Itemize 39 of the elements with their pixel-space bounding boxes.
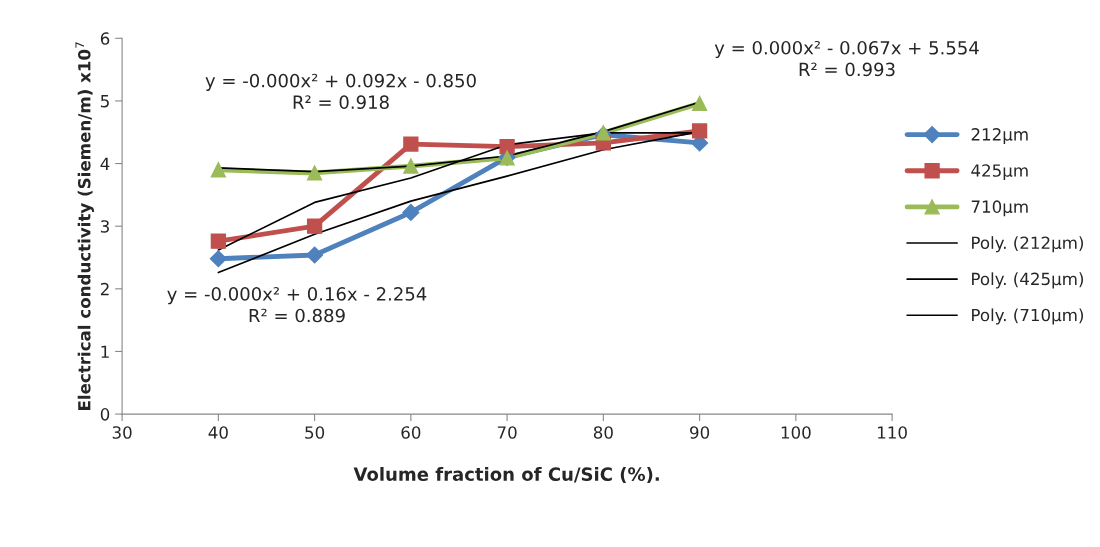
y-tick-label: 4	[100, 157, 110, 170]
annotation: y = -0.000x² + 0.16x - 2.254 R² = 0.889	[167, 287, 427, 323]
x-tick-label: 50	[305, 426, 325, 439]
x-tick-label: 100	[781, 426, 811, 439]
legend-label: Poly. (425µm)	[972, 272, 1084, 289]
point	[691, 123, 708, 139]
legend-label: Poly. (212µm)	[972, 236, 1084, 253]
point	[403, 136, 419, 152]
point	[403, 158, 419, 174]
point	[209, 250, 227, 268]
point	[499, 139, 515, 155]
y-tick-label: 1	[101, 345, 109, 358]
x-tick-label: 30	[112, 426, 132, 439]
x-tick-label: 80	[593, 426, 613, 439]
x-tick-label: 60	[401, 426, 421, 439]
point	[210, 162, 226, 178]
y-tick-label: 6	[100, 32, 110, 45]
point	[691, 95, 708, 112]
point	[306, 246, 324, 264]
legend-label: 425µm	[971, 164, 1028, 181]
point	[306, 218, 323, 234]
y-tick-label: 3	[100, 220, 109, 233]
x-tick-label: 70	[497, 426, 517, 439]
legend-label: 710µm	[971, 200, 1028, 217]
annotation: y = -0.000x² + 0.092x - 0.850 R² = 0.918	[205, 73, 476, 110]
point	[306, 165, 323, 181]
y-axis-title: Electrical conductivity (Siemen/m) x10$^{7}$	[75, 42, 94, 410]
legend-label: 212µm	[971, 128, 1028, 144]
point	[402, 203, 420, 221]
x-tick-label: 90	[690, 426, 710, 439]
y-tick-label: 0	[100, 408, 110, 421]
y-tick-label: 5	[100, 95, 109, 108]
point	[210, 233, 226, 249]
annotation: y = 0.000x² - 0.067x + 5.554 R² = 0.993	[714, 40, 979, 77]
x-tick-label: 40	[208, 426, 228, 439]
x-axis-title: Volume fraction of Cu/SiC (%).	[353, 467, 659, 484]
x-tick-label: 110	[878, 426, 907, 439]
y-tick-label: 2	[100, 282, 109, 296]
legend-label: Poly. (710µm)	[972, 308, 1084, 325]
